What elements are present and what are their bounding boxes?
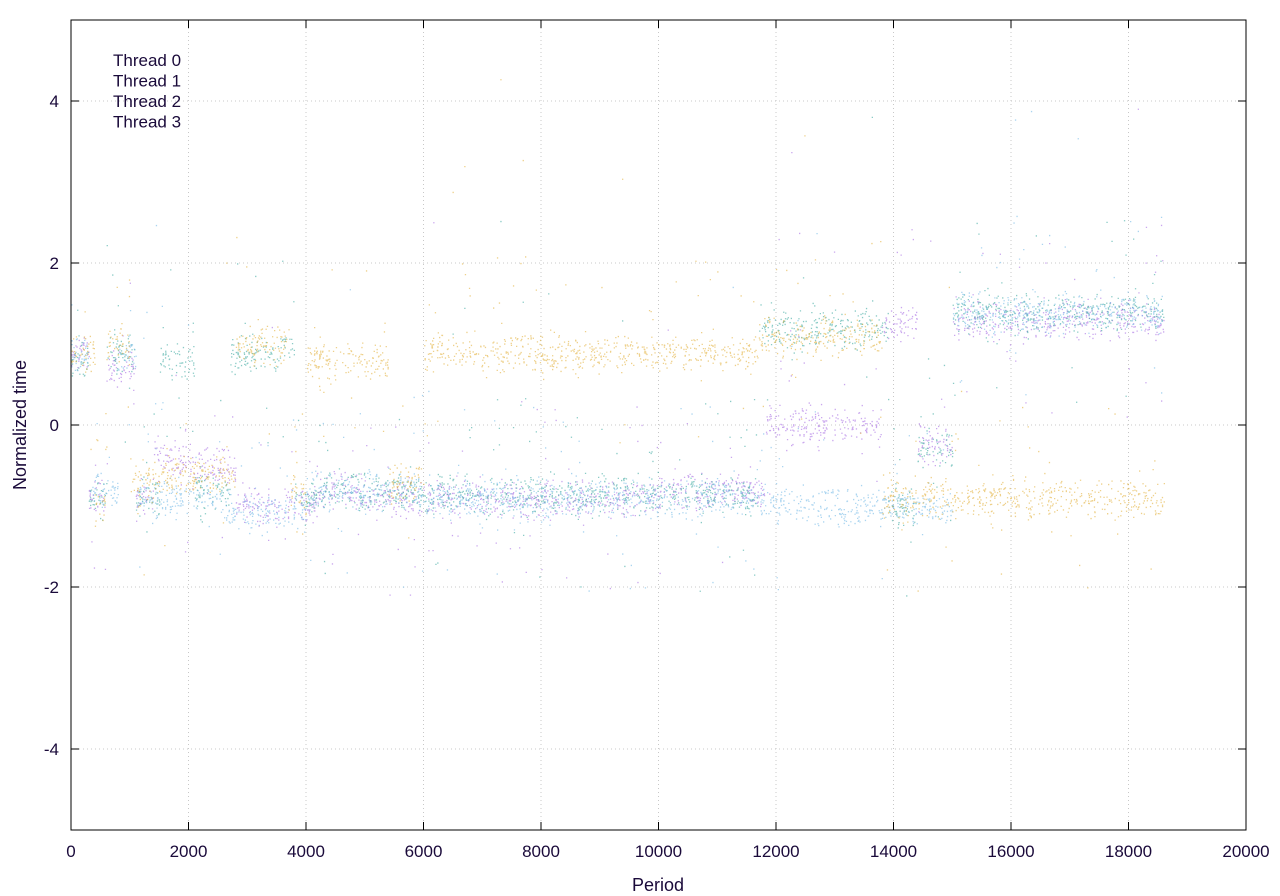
data-points bbox=[71, 79, 1165, 597]
x-axis-label: Period bbox=[632, 875, 684, 895]
x-tick-label: 14000 bbox=[870, 842, 917, 861]
x-tick-label: 4000 bbox=[287, 842, 325, 861]
legend-label-0: Thread 0 bbox=[113, 51, 181, 70]
x-tick-label: 2000 bbox=[170, 842, 208, 861]
series-2-markers bbox=[71, 110, 1163, 592]
series-0-markers bbox=[71, 108, 1165, 596]
series-1-points bbox=[71, 116, 1165, 597]
series-1-markers bbox=[71, 116, 1165, 597]
series-2-points bbox=[71, 110, 1163, 592]
legend-label-3: Thread 3 bbox=[113, 113, 181, 132]
grid-lines bbox=[71, 20, 1246, 830]
series-3-markers bbox=[71, 79, 1165, 592]
legend-label-1: Thread 1 bbox=[113, 72, 181, 91]
x-tick-label: 12000 bbox=[752, 842, 799, 861]
x-tick-label: 10000 bbox=[635, 842, 682, 861]
y-tick-label: 0 bbox=[50, 416, 59, 435]
y-axis-label: Normalized time bbox=[10, 360, 30, 490]
x-tick-label: 0 bbox=[66, 842, 75, 861]
y-tick-label: 2 bbox=[50, 254, 59, 273]
y-tick-label: 4 bbox=[50, 92, 59, 111]
series-0-points bbox=[71, 108, 1165, 596]
x-tick-label: 18000 bbox=[1105, 842, 1152, 861]
series-3-points bbox=[71, 79, 1165, 592]
y-tick-label: -2 bbox=[44, 578, 59, 597]
legend-label-2: Thread 2 bbox=[113, 92, 181, 111]
x-tick-label: 6000 bbox=[405, 842, 443, 861]
x-tick-label: 8000 bbox=[522, 842, 560, 861]
y-tick-label: -4 bbox=[44, 740, 59, 759]
axis-ticks: 0 2000 4000 6000 8000 10000 12000 14000 16000 180… bbox=[44, 20, 1270, 861]
x-tick-label: 16000 bbox=[987, 842, 1034, 861]
x-tick-label: 20000 bbox=[1222, 842, 1269, 861]
